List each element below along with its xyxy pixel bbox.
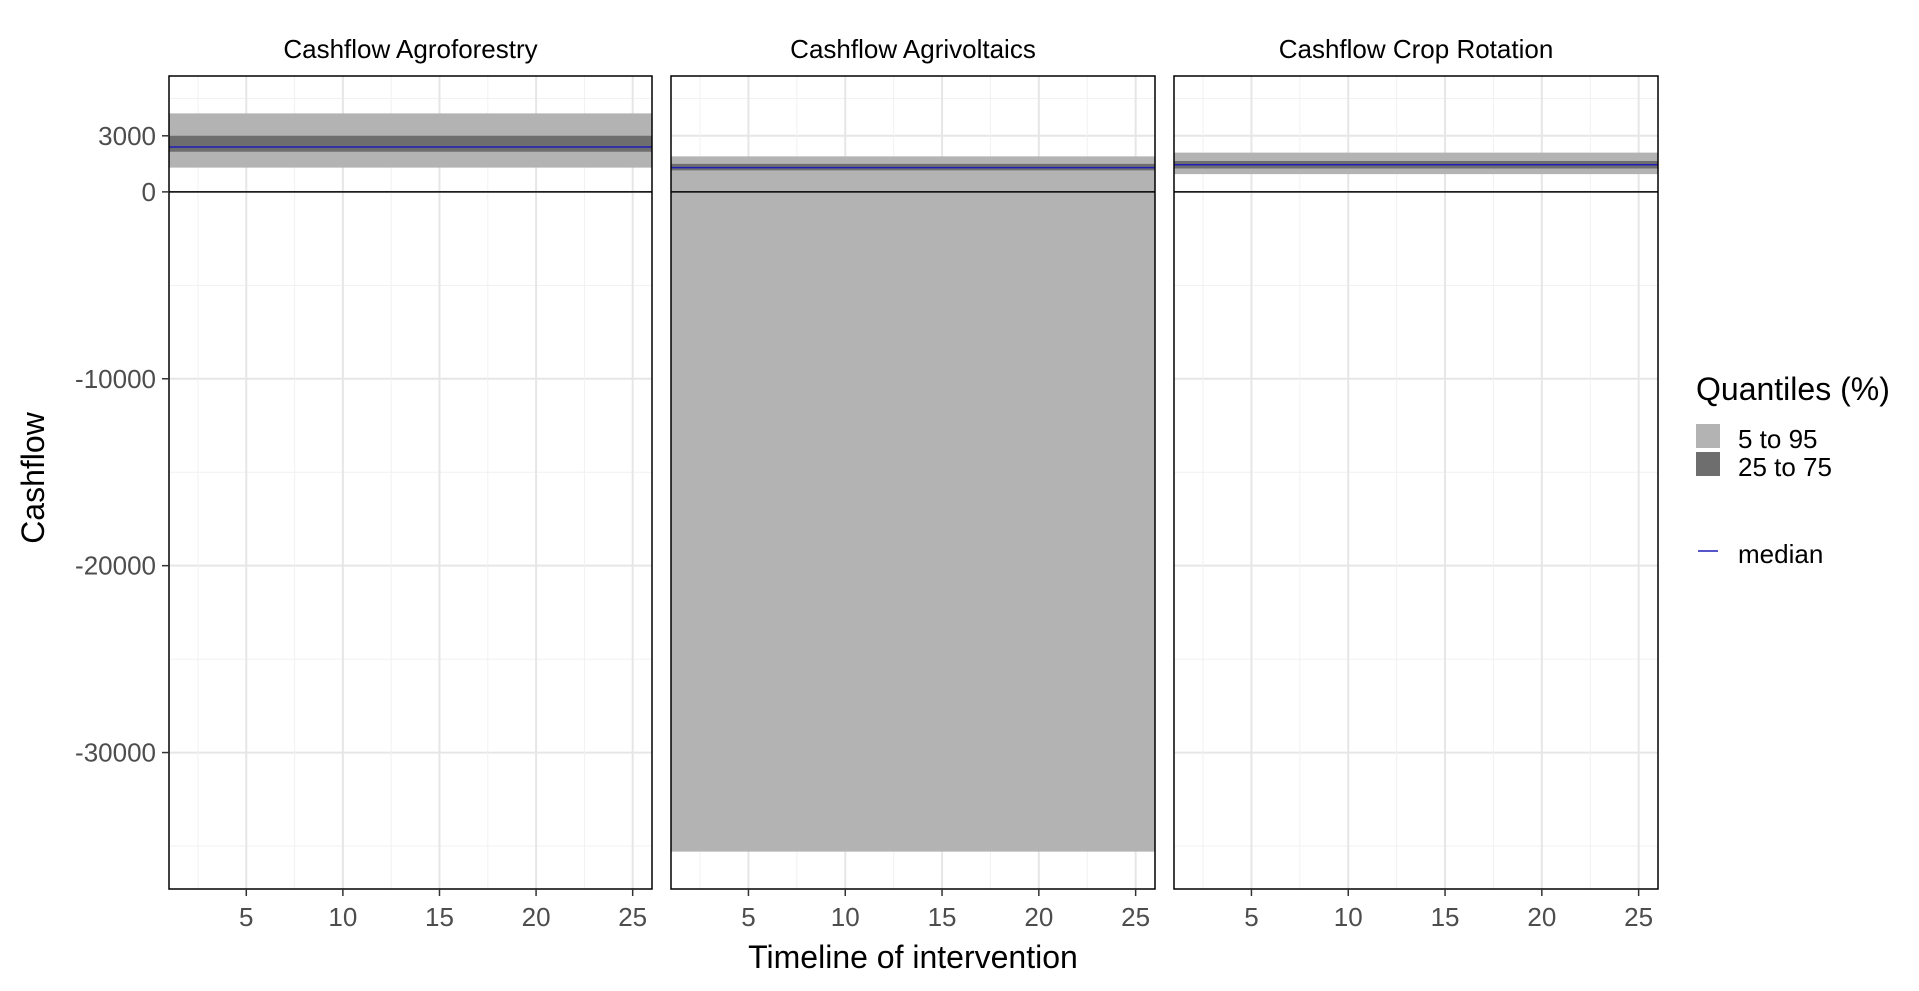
panel-title: Cashflow Crop Rotation <box>1279 34 1554 64</box>
y-axis: 3000 0 -10000 -20000 -30000 <box>75 121 169 768</box>
band-25-75 <box>169 135 652 152</box>
x-tick-label: 20 <box>1527 902 1556 932</box>
facet-panel: Cashflow Crop Rotation 5 10 15 20 25 <box>1173 34 1659 932</box>
x-tick-label: 15 <box>928 902 957 932</box>
facet-panel: Cashflow Agroforestry 5 10 15 20 25 <box>168 34 653 932</box>
legend-label: median <box>1738 539 1823 569</box>
panel-border <box>670 75 1156 890</box>
y-tick-label: 0 <box>142 177 156 207</box>
y-tick-label: -10000 <box>75 364 156 394</box>
legend-swatch <box>1696 452 1720 476</box>
y-axis-title: Cashflow <box>15 411 51 544</box>
legend-label: 25 to 75 <box>1738 452 1832 482</box>
x-axis-title: Timeline of intervention <box>748 939 1078 975</box>
band-5-95 <box>671 156 1155 852</box>
legend-swatch <box>1696 424 1720 448</box>
x-tick-label: 15 <box>425 902 454 932</box>
x-tick-label: 5 <box>1244 902 1258 932</box>
x-tick-label: 15 <box>1431 902 1460 932</box>
y-tick-label: 3000 <box>98 121 156 151</box>
panel-title: Cashflow Agrivoltaics <box>790 34 1036 64</box>
y-tick-label: -30000 <box>75 738 156 768</box>
x-tick-label: 10 <box>1334 902 1363 932</box>
x-tick-label: 20 <box>522 902 551 932</box>
x-tick-label: 5 <box>239 902 253 932</box>
y-tick-label: -20000 <box>75 551 156 581</box>
x-tick-label: 25 <box>1121 902 1150 932</box>
facet-panel: Cashflow Agrivoltaics 5 10 15 20 25 <box>670 34 1156 932</box>
legend-label: 5 to 95 <box>1738 424 1818 454</box>
panel-border <box>168 75 653 890</box>
panel-title: Cashflow Agroforestry <box>283 34 537 64</box>
x-tick-label: 25 <box>618 902 647 932</box>
legend-title: Quantiles (%) <box>1696 371 1890 407</box>
panel-border <box>1173 75 1659 890</box>
x-tick-label: 10 <box>831 902 860 932</box>
x-tick-label: 5 <box>741 902 755 932</box>
x-tick-label: 20 <box>1024 902 1053 932</box>
x-tick-label: 25 <box>1624 902 1653 932</box>
x-tick-label: 10 <box>328 902 357 932</box>
